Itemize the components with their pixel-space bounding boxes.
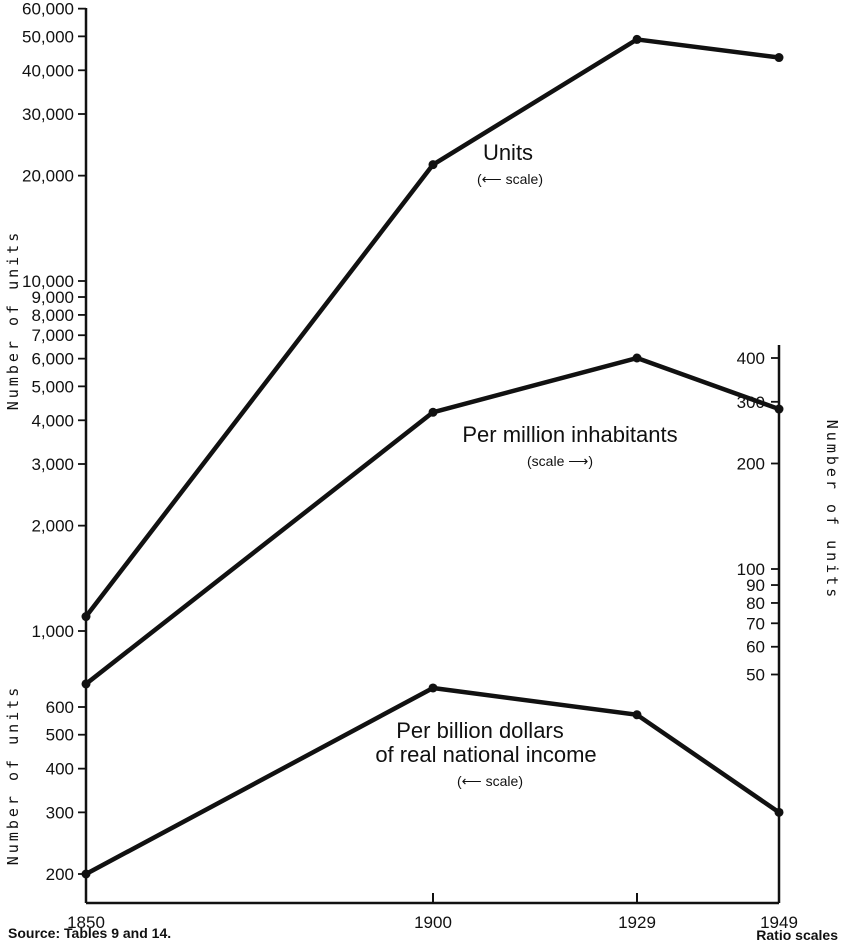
series-line-2	[84, 355, 780, 686]
left-lower-axis-title: Number of units	[4, 685, 22, 865]
left-upper-tick-label: 30,000	[22, 105, 74, 124]
scale-type-note: Ratio scales	[756, 927, 838, 943]
series-label-per-billion-line2: of real national income	[375, 742, 596, 767]
scale-note-per-billion: (⟵ scale)	[457, 773, 523, 789]
left-upper-axis-title: Number of units	[4, 230, 22, 410]
right-tick-label: 400	[737, 349, 765, 368]
left-lower-tick-label: 600	[46, 698, 74, 717]
left-upper-tick-label: 50,000	[22, 27, 74, 46]
left-upper-tick-label: 6,000	[31, 350, 74, 369]
left-lower-tick-label: 400	[46, 760, 74, 779]
data-point	[81, 679, 91, 689]
series-label-units: Units	[483, 140, 533, 165]
series-label-per-billion-line1: Per billion dollars	[396, 718, 564, 743]
right-axis-title: Number of units	[823, 420, 841, 600]
left-upper-tick-label: 5,000	[31, 377, 74, 396]
x-tick-label: 1949	[760, 913, 798, 932]
x-tick-label: 1900	[414, 913, 452, 932]
left-upper-tick-label: 4,000	[31, 411, 74, 430]
right-tick-label: 90	[746, 576, 765, 595]
x-tick-label: 1850	[67, 913, 105, 932]
left-upper-tick-label: 7,000	[31, 326, 74, 345]
left-upper-tick-label: 20,000	[22, 167, 74, 186]
left-upper-tick-label: 40,000	[22, 61, 74, 80]
axes: Number of units Number of units Number of …	[4, 8, 841, 905]
series-line-1	[84, 37, 780, 618]
series-label-per-million: Per million inhabitants	[462, 422, 677, 447]
left-lower-tick-label: 500	[46, 726, 74, 745]
left-upper-tick-label: 3,000	[31, 455, 74, 474]
left-upper-tick-label: 8,000	[31, 306, 74, 325]
x-tick-label: 1929	[618, 913, 656, 932]
data-point	[774, 404, 784, 414]
data-point	[774, 807, 784, 817]
left-upper-tick-label: 10,000	[22, 272, 74, 291]
tick-marks: 1,000 2,000 3,000 4,000 5,000 6,000 7,0008,000…	[22, 0, 798, 932]
series-line-3	[84, 685, 781, 876]
scale-note-units: (⟵ scale)	[477, 171, 543, 187]
data-point	[632, 34, 642, 44]
data-point	[632, 353, 642, 363]
right-tick-label: 50	[746, 666, 765, 685]
right-tick-label: 100	[737, 560, 765, 579]
data-point	[774, 53, 784, 63]
right-tick-label: 200	[737, 455, 765, 474]
data-point	[428, 407, 438, 417]
left-upper-tick-label: 1,000	[31, 622, 74, 641]
data-point	[81, 869, 91, 879]
data-point	[81, 612, 91, 622]
scale-note-per-million: (scale ⟶)	[527, 453, 593, 469]
data-point	[428, 160, 438, 170]
left-lower-tick-label: 200	[46, 865, 74, 884]
right-tick-label: 70	[746, 614, 765, 633]
data-point	[632, 710, 642, 720]
left-upper-tick-label: 60,000	[22, 0, 74, 19]
left-upper-tick-label: 9,000	[31, 288, 74, 307]
left-upper-tick-label: 2,000	[31, 517, 74, 536]
data-point	[428, 683, 438, 693]
left-lower-tick-label: 300	[46, 803, 74, 822]
right-tick-label: 60	[746, 638, 765, 657]
source-note: Source: Tables 9 and 14.	[8, 925, 171, 941]
right-tick-label: 80	[746, 594, 765, 613]
series-lines	[81, 34, 784, 879]
series-labels: Units (⟵ scale) Per million inhabitants (sc…	[375, 140, 677, 789]
